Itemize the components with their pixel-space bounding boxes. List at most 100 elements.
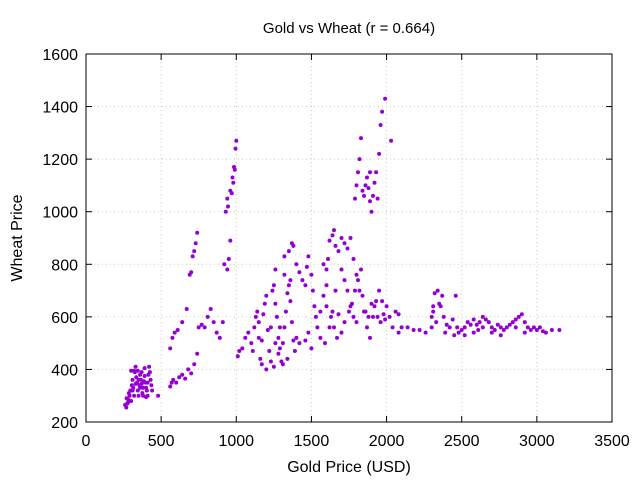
data-point xyxy=(289,241,294,246)
data-point xyxy=(273,341,278,346)
data-point xyxy=(507,322,512,327)
data-point xyxy=(318,309,323,314)
data-point xyxy=(220,320,225,325)
data-point xyxy=(440,293,445,298)
data-point xyxy=(327,238,332,243)
data-point xyxy=(225,196,230,201)
data-point xyxy=(180,320,185,325)
data-point xyxy=(387,314,392,319)
data-point xyxy=(369,209,374,214)
data-point xyxy=(360,293,365,298)
data-point xyxy=(345,288,350,293)
data-point xyxy=(327,325,332,330)
data-point xyxy=(300,278,305,283)
x-axis-title: Gold Price (USD) xyxy=(287,459,411,476)
data-point xyxy=(249,341,254,346)
data-point xyxy=(483,317,488,322)
data-point xyxy=(135,368,140,373)
data-point xyxy=(202,325,207,330)
data-point xyxy=(339,267,344,272)
data-point xyxy=(170,335,175,340)
data-point xyxy=(348,304,353,309)
data-point xyxy=(381,312,386,317)
data-point xyxy=(330,309,335,314)
data-point xyxy=(258,356,263,361)
data-point xyxy=(145,380,150,385)
y-tick-label: 1000 xyxy=(42,205,78,222)
data-point xyxy=(134,375,139,380)
data-point xyxy=(253,314,258,319)
data-point xyxy=(342,320,347,325)
data-point xyxy=(232,167,237,172)
data-point xyxy=(365,175,369,180)
data-point xyxy=(329,314,333,319)
data-point xyxy=(368,170,372,175)
data-point xyxy=(124,405,129,410)
data-point xyxy=(443,330,448,335)
data-point xyxy=(211,320,216,325)
data-point xyxy=(133,381,138,386)
data-point xyxy=(297,341,302,346)
data-point xyxy=(150,388,155,393)
data-point xyxy=(471,317,476,322)
data-point xyxy=(324,283,329,288)
data-point xyxy=(375,314,380,319)
plot-frame xyxy=(85,53,613,423)
y-tick-label: 800 xyxy=(51,257,78,274)
data-point xyxy=(192,362,197,367)
data-point xyxy=(405,325,410,330)
data-point xyxy=(186,367,191,372)
data-point xyxy=(333,288,338,293)
data-point xyxy=(309,272,314,277)
data-point xyxy=(171,377,176,382)
data-point xyxy=(489,330,494,335)
data-point xyxy=(259,338,264,343)
data-point xyxy=(447,325,452,330)
data-point xyxy=(136,393,141,398)
data-point xyxy=(148,377,153,382)
data-point xyxy=(363,183,368,188)
data-point xyxy=(304,264,309,269)
data-point xyxy=(377,288,382,293)
data-point xyxy=(435,288,440,293)
data-point xyxy=(196,325,201,330)
data-point xyxy=(356,278,360,283)
data-point xyxy=(126,391,131,396)
data-point xyxy=(342,241,347,246)
data-point xyxy=(250,349,255,353)
data-point xyxy=(456,330,461,335)
data-point xyxy=(522,330,527,335)
data-point xyxy=(492,328,497,332)
data-point xyxy=(192,249,197,254)
data-point xyxy=(468,322,473,327)
data-point xyxy=(335,335,339,340)
data-point xyxy=(144,395,149,399)
data-point xyxy=(510,320,515,325)
data-point xyxy=(315,325,320,330)
data-point xyxy=(136,377,141,382)
data-point xyxy=(323,341,327,346)
data-point xyxy=(359,267,363,272)
data-point xyxy=(175,328,180,332)
data-point xyxy=(286,249,291,254)
data-point xyxy=(190,254,195,259)
x-tick-label: 0 xyxy=(82,433,91,450)
data-point xyxy=(277,346,282,351)
data-point xyxy=(347,309,351,314)
data-point xyxy=(351,314,356,319)
data-point xyxy=(516,314,521,319)
data-point xyxy=(431,309,436,314)
data-point xyxy=(126,400,131,405)
data-point xyxy=(477,320,482,325)
data-point xyxy=(285,291,290,296)
data-point xyxy=(371,314,375,319)
data-point xyxy=(324,304,329,309)
data-point xyxy=(256,320,261,325)
data-point xyxy=(498,325,503,330)
data-point xyxy=(369,301,374,306)
data-point xyxy=(124,396,129,401)
data-point xyxy=(380,109,385,114)
data-point xyxy=(264,293,269,298)
data-point xyxy=(326,257,330,261)
